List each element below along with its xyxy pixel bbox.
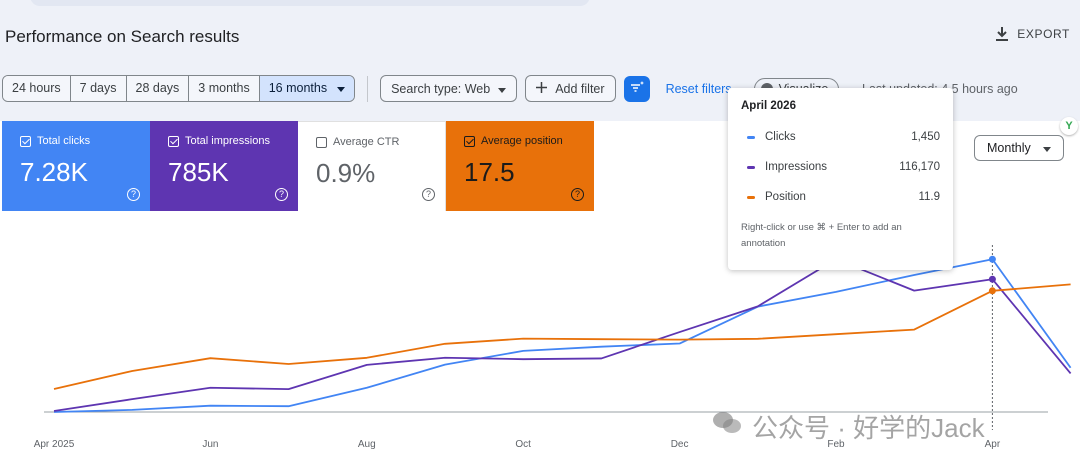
metric-value: 0.9% (316, 158, 376, 188)
metric-label: Total clicks (37, 135, 91, 147)
date-range-selector: 24 hours 7 days 28 days 3 months 16 mont… (2, 75, 356, 102)
wechat-watermark: 公众号 · 好学的Jack (712, 408, 985, 445)
range-28-days[interactable]: 28 days (125, 76, 189, 101)
x-tick-label: Oct (515, 439, 531, 450)
series-line-clicks (53, 258, 1072, 413)
tooltip-row-value: 1,450 (911, 131, 940, 143)
checkbox-checked-icon[interactable] (20, 135, 31, 147)
granularity-label: Monthly (987, 141, 1031, 155)
series-line-position (53, 283, 1071, 390)
x-tick-label: Jun (202, 439, 218, 450)
metric-label: Average CTR (333, 136, 400, 148)
search-type-dropdown[interactable]: Search type: Web (380, 75, 518, 102)
plus-icon (536, 81, 548, 96)
tooltip-row-name: Impressions (765, 161, 827, 173)
page-title: Performance on Search results (5, 27, 240, 46)
checkbox-checked-icon[interactable] (464, 135, 475, 147)
filter-divider (367, 75, 369, 102)
help-icon[interactable]: ? (275, 188, 288, 201)
tooltip-row-name: Position (765, 191, 806, 203)
tooltip-row-value: 11.9 (918, 191, 940, 203)
checkbox-unchecked-icon[interactable] (316, 136, 327, 148)
range-16-months-label: 16 months (268, 81, 328, 95)
tooltip-annotation-hint: Right-click or use ⌘ + Enter to add an a… (741, 222, 902, 249)
help-icon[interactable]: ? (127, 188, 140, 201)
help-icon[interactable]: ? (422, 188, 435, 201)
sparkle-filter-icon (630, 80, 644, 98)
x-tick-label: Dec (671, 439, 689, 450)
tooltip-row-impressions: Impressions 116,170 (741, 152, 940, 182)
checkbox-checked-icon[interactable] (168, 135, 179, 147)
metric-value: 7.28K (20, 157, 88, 187)
range-3-months[interactable]: 3 months (188, 76, 259, 101)
granularity-dropdown[interactable]: Monthly (974, 135, 1064, 161)
range-16-months[interactable]: 16 months (258, 76, 355, 101)
metric-label: Average position (481, 135, 563, 147)
chart-tooltip: April 2026 Clicks 1,450 Impressions 116,… (728, 88, 953, 270)
metric-card-total-impressions[interactable]: Total impressions 785K ? (150, 121, 298, 211)
help-icon[interactable]: ? (571, 188, 584, 201)
caret-down-icon (498, 82, 507, 96)
metric-card-average-ctr[interactable]: Average CTR 0.9% ? (298, 121, 446, 211)
legend-swatch (747, 165, 755, 169)
search-type-label: Search type: Web (391, 81, 491, 96)
caret-down-icon (1043, 141, 1051, 155)
reset-filters-link[interactable]: Reset filters (665, 81, 732, 96)
tooltip-row-value: 116,170 (899, 161, 940, 173)
add-filter-button[interactable]: Add filter (525, 75, 616, 102)
x-tick-label: Apr (985, 439, 1001, 450)
tooltip-title: April 2026 (741, 100, 796, 112)
tooltip-row-position: Position 11.9 (741, 182, 940, 212)
wechat-logo-icon (712, 410, 742, 443)
export-label: EXPORT (1017, 27, 1070, 41)
x-tick-label: Aug (358, 439, 376, 450)
metric-label: Total impressions (185, 135, 270, 147)
tooltip-row-name: Clicks (765, 131, 796, 143)
metric-value: 17.5 (464, 157, 515, 187)
metric-value: 785K (168, 157, 229, 187)
legend-swatch (747, 135, 755, 139)
x-tick-label: Apr 2025 (34, 439, 75, 450)
download-icon (995, 26, 1009, 42)
caret-down-icon (337, 76, 346, 101)
extension-badge-icon[interactable]: Y (1060, 117, 1078, 135)
export-button[interactable]: EXPORT (995, 26, 1070, 42)
highlight-point-clicks (988, 255, 996, 263)
metric-card-total-clicks[interactable]: Total clicks 7.28K ? (2, 121, 150, 211)
search-bar-fragment (30, 0, 590, 6)
performance-line-chart[interactable]: Apr 2025 Jun Aug Oct Dec Feb Apr (0, 211, 1080, 469)
filter-bar: 24 hours 7 days 28 days 3 months 16 mont… (2, 75, 840, 102)
legend-swatch (747, 195, 755, 199)
add-filter-label: Add filter (555, 81, 605, 96)
x-tick-label: Feb (827, 439, 845, 450)
series-line-impressions (53, 258, 1072, 412)
range-7-days[interactable]: 7 days (69, 76, 126, 101)
metric-card-average-position[interactable]: Average position 17.5 ? (446, 121, 594, 211)
highlight-point-position (988, 287, 996, 295)
watermark-text: 公众号 · 好学的Jack (752, 413, 985, 443)
range-24-hours[interactable]: 24 hours (3, 76, 70, 101)
tooltip-row-clicks: Clicks 1,450 (741, 122, 940, 152)
highlight-point-impressions (988, 275, 996, 283)
top-search-bar-edge (0, 0, 1080, 16)
filter-suggestions-button[interactable] (623, 75, 650, 102)
